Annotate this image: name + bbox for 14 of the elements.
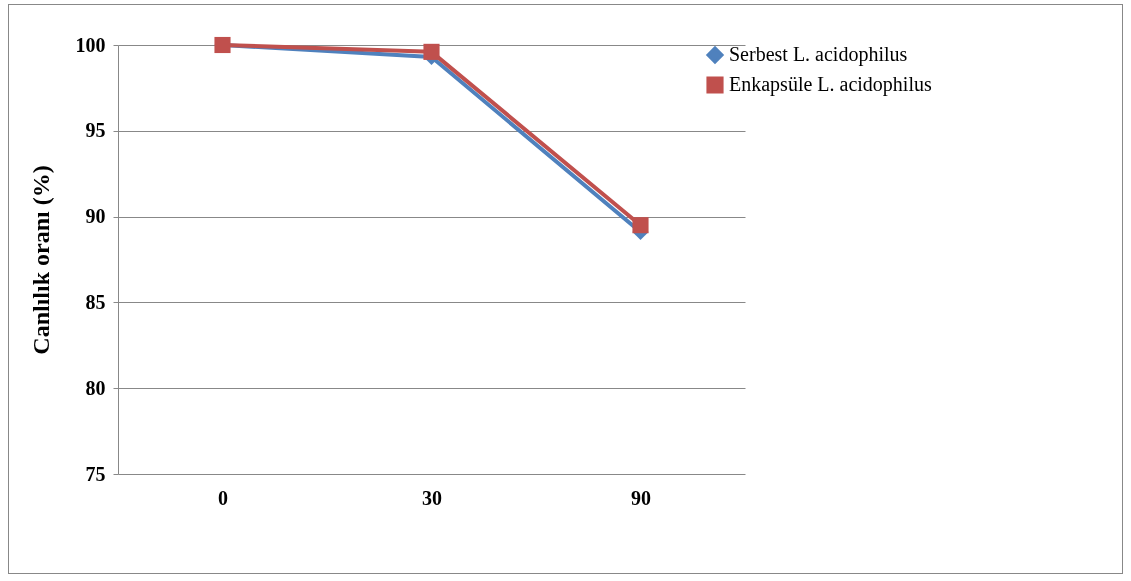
legend-label: Enkapsüle L. acidophilus	[729, 73, 932, 96]
y-axis-title: Canlılık oranı (%)	[27, 165, 54, 355]
point	[423, 43, 440, 60]
legend-label: Serbest L. acidophilus	[729, 43, 908, 66]
y-tick-label: 90	[85, 205, 106, 228]
y-tick-label: 95	[85, 119, 106, 142]
y-tick-label: 75	[85, 462, 106, 485]
point	[632, 217, 649, 234]
y-tick-label: 85	[85, 290, 106, 313]
y-tick-label: 100	[75, 33, 106, 56]
y-tick-label: 80	[85, 376, 106, 399]
x-tick-label: 90	[631, 486, 651, 509]
x-tick-label: 30	[422, 486, 442, 509]
x-tick-label: 0	[218, 486, 228, 509]
